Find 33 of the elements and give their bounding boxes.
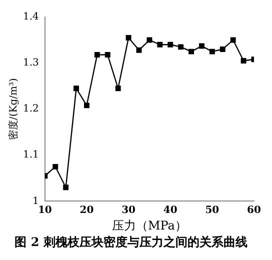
point (84, 102, 90, 108)
point (74, 86, 79, 92)
point (63, 184, 69, 190)
point (157, 42, 163, 48)
y-tick-label: 1.3 (22, 58, 39, 69)
point (199, 43, 204, 49)
point (230, 37, 236, 43)
point (178, 44, 184, 50)
point (240, 58, 246, 64)
point (220, 46, 226, 52)
y-tick-label: 1.1 (22, 150, 39, 161)
y-tick-label: 1.4 (22, 12, 39, 23)
point (126, 35, 132, 40)
point (115, 86, 121, 92)
x-axis-title: 压力（MPa） (112, 218, 187, 233)
point (104, 52, 110, 58)
x-tick-label: 60 (247, 204, 261, 216)
y-axis-title: 密度/(Kg/m³) (8, 78, 20, 140)
point (136, 47, 142, 53)
point (94, 52, 100, 58)
point (146, 37, 152, 43)
x-tick-label: 40 (163, 204, 178, 216)
point (168, 42, 174, 48)
text: 图 2 刺槐枝压块密度与压力之间的关系曲线 (14, 234, 248, 249)
y-tick-label: 1.2 (22, 104, 39, 115)
y-tick-label: 1 (32, 196, 39, 207)
point (209, 48, 215, 54)
x-tick-label: 30 (122, 204, 136, 216)
point (52, 164, 58, 170)
x-tick-label: 20 (80, 204, 94, 216)
point (188, 48, 194, 54)
x-tick-label: 50 (205, 204, 220, 216)
x-tick-label: 10 (38, 204, 52, 216)
